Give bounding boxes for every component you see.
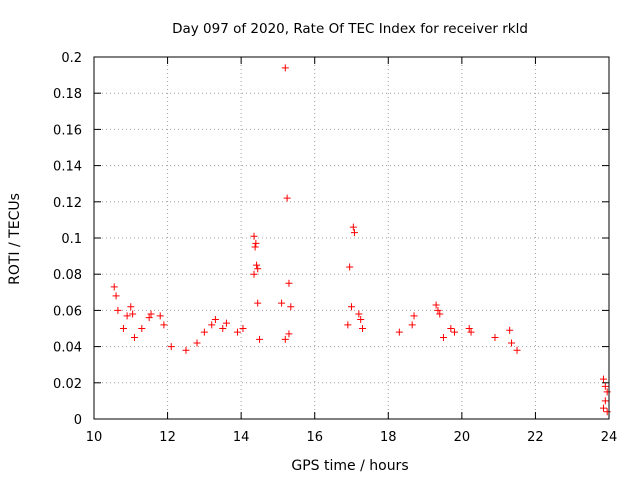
data-point	[250, 270, 258, 278]
data-point	[491, 334, 499, 342]
chart-title: Day 097 of 2020, Rate Of TEC Index for r…	[172, 21, 528, 37]
data-point	[434, 306, 442, 314]
y-tick-label: 0	[74, 413, 82, 428]
x-axis-label: GPS time / hours	[291, 458, 408, 474]
data-point	[254, 299, 262, 307]
data-point	[436, 310, 444, 318]
data-point	[601, 382, 609, 390]
data-point	[252, 239, 260, 247]
data-point	[156, 312, 164, 320]
data-point	[601, 397, 609, 405]
y-tick-label: 0.16	[53, 123, 82, 138]
data-point	[114, 306, 122, 314]
data-point	[283, 194, 291, 202]
data-point	[344, 321, 352, 329]
data-point	[408, 321, 416, 329]
data-point	[200, 328, 208, 336]
x-tick-label: 20	[454, 430, 471, 445]
x-tick-label: 16	[306, 430, 323, 445]
data-point	[211, 315, 219, 323]
data-point	[233, 328, 241, 336]
data-point	[281, 64, 289, 72]
data-point	[508, 339, 516, 347]
plot-frame	[93, 56, 610, 420]
x-tick-label: 24	[601, 430, 618, 445]
data-point	[160, 321, 168, 329]
data-point	[251, 243, 259, 251]
y-tick-label: 0.08	[53, 268, 82, 283]
data-point	[467, 328, 475, 336]
data-point	[253, 261, 261, 269]
data-point	[465, 325, 473, 332]
data-point	[182, 346, 190, 354]
y-tick-label: 0.04	[53, 341, 82, 356]
x-tick-label: 22	[527, 430, 544, 445]
data-point	[285, 330, 293, 338]
points-layer	[110, 64, 611, 416]
data-point	[357, 315, 365, 323]
data-point	[395, 328, 403, 336]
data-point	[147, 310, 155, 318]
data-point	[432, 301, 440, 309]
data-point	[281, 335, 289, 343]
data-point	[451, 328, 458, 336]
y-tick-label: 0.12	[53, 196, 82, 211]
data-point	[254, 265, 262, 273]
data-point	[127, 303, 135, 311]
y-tick-label: 0.02	[53, 377, 82, 392]
data-point	[355, 310, 363, 318]
data-point	[138, 325, 146, 332]
data-point	[112, 292, 120, 300]
y-tick-label: 0.18	[53, 87, 82, 102]
data-point	[119, 325, 127, 332]
data-point	[447, 325, 455, 332]
data-point	[239, 325, 247, 332]
ticks-layer: 10 12 14 16 18 20 22 24 0 0.02 0.04 0.06 0.08 0.1 0.12…	[53, 51, 617, 445]
x-tick-label: 18	[380, 430, 397, 445]
data-point	[129, 310, 137, 318]
data-point	[287, 303, 295, 311]
y-axis-label: ROTI / TECUs	[7, 193, 23, 285]
data-point	[222, 319, 230, 327]
data-point	[145, 314, 153, 322]
x-tick-label: 12	[159, 430, 176, 445]
data-point	[110, 283, 118, 291]
data-point	[167, 343, 175, 351]
data-point	[346, 263, 354, 271]
x-tick-label: 14	[233, 430, 250, 445]
data-point	[506, 326, 514, 334]
data-point	[348, 303, 355, 311]
data-point	[513, 346, 521, 354]
data-point	[256, 335, 264, 343]
data-point	[410, 312, 418, 320]
y-tick-label: 0.1	[61, 232, 82, 247]
data-point	[123, 312, 131, 320]
data-point	[439, 334, 447, 342]
grid-layer	[94, 57, 609, 419]
x-tick-label: 10	[86, 430, 103, 445]
data-point	[285, 279, 293, 287]
data-point	[193, 339, 201, 347]
data-point	[599, 404, 607, 412]
data-point	[130, 334, 138, 342]
data-point	[603, 388, 611, 396]
data-point	[603, 408, 611, 416]
y-tick-label: 0.06	[53, 304, 82, 319]
y-tick-label: 0.14	[53, 160, 82, 175]
data-point	[219, 325, 227, 332]
data-point	[359, 325, 367, 332]
data-point	[599, 375, 607, 383]
data-point	[278, 299, 286, 307]
data-point	[208, 321, 216, 329]
data-point	[250, 232, 258, 240]
data-point	[350, 229, 358, 237]
y-tick-label: 0.2	[61, 51, 82, 66]
data-point	[349, 223, 357, 231]
